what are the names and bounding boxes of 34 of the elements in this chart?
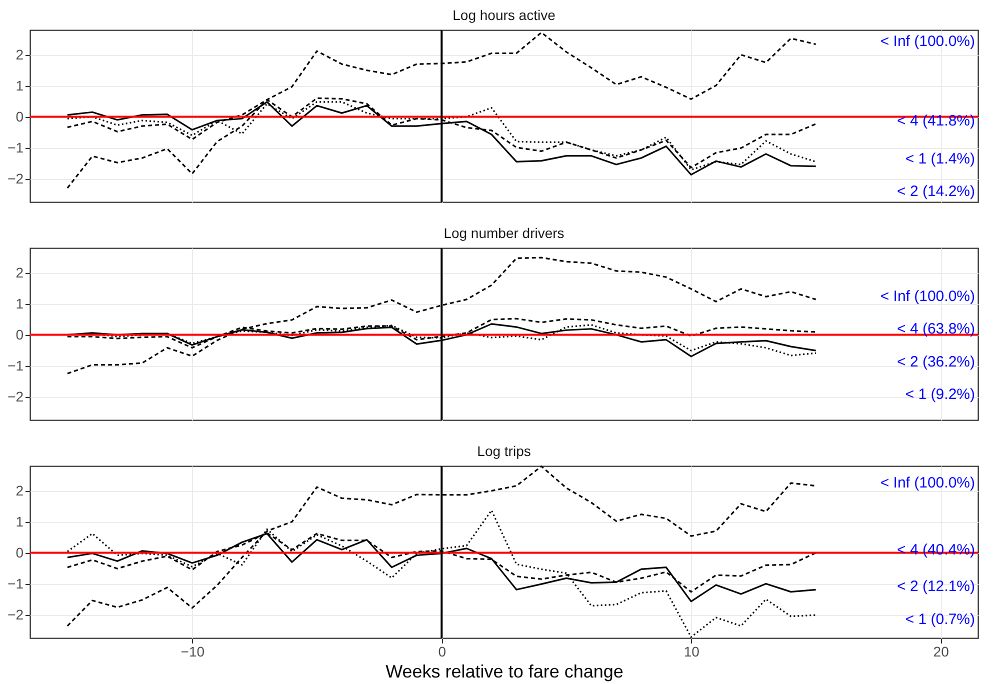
y-tick-label: 0: [16, 326, 24, 342]
text: < 4 (63.8%): [897, 320, 975, 338]
y-tick-label: −2: [8, 170, 24, 186]
y-tick-label: −2: [8, 388, 24, 404]
x-axis-title: Weeks relative to fare change: [386, 662, 624, 682]
x-tick-label: 10: [684, 644, 700, 660]
text: < Inf (100.0%): [880, 474, 975, 492]
text: < 2 (12.1%): [897, 578, 975, 596]
y-tick-label: 0: [16, 544, 24, 560]
x-tick-label: 0: [438, 644, 446, 660]
chart-title: Log number drivers: [444, 225, 564, 241]
text: < 4 (41.8%): [897, 112, 975, 130]
text: < 2 (36.2%): [897, 353, 975, 370]
text: < 1 (0.7%): [905, 610, 975, 628]
text: < 2 (14.2%): [897, 182, 975, 200]
y-tick-label: −1: [8, 575, 24, 592]
y-tick-label: 2: [16, 46, 24, 62]
y-tick-label: −1: [8, 139, 24, 156]
chart-title: Log hours active: [452, 7, 556, 23]
text: < Inf (100.0%): [880, 32, 975, 50]
y-tick-label: 0: [16, 108, 24, 124]
y-tick-label: 2: [16, 264, 24, 280]
y-tick-label: −1: [8, 357, 24, 374]
text: < Inf (100.0%): [880, 288, 975, 306]
y-tick-label: 1: [16, 513, 24, 530]
y-tick-label: 1: [16, 77, 24, 94]
y-tick-label: −2: [8, 606, 24, 622]
x-tick-label: 20: [933, 644, 950, 660]
text: < 1 (9.2%): [905, 386, 975, 404]
y-tick-label: 2: [16, 482, 24, 498]
chart-title: Log trips: [477, 443, 531, 459]
y-tick-label: 1: [16, 295, 24, 312]
text: < 1 (1.4%): [905, 150, 975, 168]
x-tick-label: −10: [180, 644, 205, 660]
